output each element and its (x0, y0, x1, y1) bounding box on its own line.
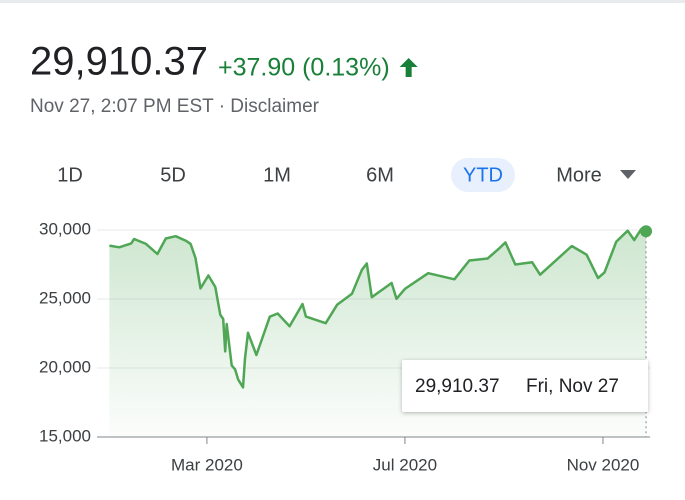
y-tick-label: 25,000 (39, 288, 91, 307)
dropdown-triangle (620, 170, 636, 179)
last-point (640, 225, 653, 238)
timestamp: Nov 27, 2:07 PM EST (30, 96, 214, 117)
range-tab[interactable]: 5D (160, 164, 186, 186)
range-tab[interactable]: YTD (463, 164, 503, 186)
timestamp-line: Nov 27, 2:07 PM EST · Disclaimer (30, 96, 320, 117)
price-line (109, 228, 647, 389)
chart: 15,000 20,000 25,000 30,000 Mar 2020 Jul 2020… (39, 219, 653, 474)
price-change: +37.90 (0.13%) (218, 54, 390, 82)
disclaimer-link[interactable]: Disclaimer (230, 96, 319, 117)
range-tab[interactable]: 1D (57, 164, 83, 186)
y-tick-label: 15,000 (39, 426, 91, 445)
tooltip-value: 29,910.37 (415, 376, 500, 397)
y-tick-label: 20,000 (39, 357, 91, 376)
tooltip-box (402, 360, 648, 412)
range-tab[interactable]: 1M (263, 164, 291, 186)
selected-tab-pill (451, 158, 515, 192)
x-tick-label: Mar 2020 (171, 455, 243, 474)
up-arrow-icon (399, 58, 418, 77)
x-tick-label: Nov 2020 (567, 455, 640, 474)
y-tick-label: 30,000 (39, 219, 91, 238)
range-tabs: 1D 5D 1M 6M YTD More (57, 158, 636, 192)
range-tab[interactable]: More (556, 164, 602, 186)
separator: · (219, 96, 225, 117)
range-tab[interactable]: 6M (366, 164, 394, 186)
x-tick-label: Jul 2020 (373, 455, 437, 474)
tooltip-date: Fri, Nov 27 (526, 376, 619, 397)
tooltip: 29,910.37 Fri, Nov 27 (402, 360, 648, 412)
top-bar (0, 0, 685, 3)
price: 29,910.37 (30, 40, 208, 84)
